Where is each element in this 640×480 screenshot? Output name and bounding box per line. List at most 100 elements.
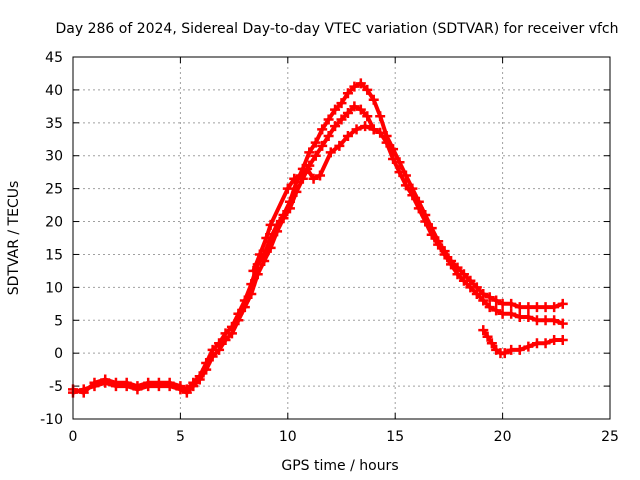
y-axis-label: SDTVAR / TECUs [6,181,22,296]
data-point [478,325,489,336]
x-axis-label: GPS time / hours [281,458,398,474]
data-point [143,381,154,392]
y-tick-label: 20 [45,215,63,231]
data-point [336,114,347,125]
data-point [368,124,379,135]
data-point [334,140,345,151]
data-point [362,111,373,122]
x-tick-label: 5 [176,429,185,445]
data-point [342,107,353,118]
y-tick-label: 0 [54,346,63,362]
x-tick-label: 15 [386,429,404,445]
data-point [514,344,525,355]
data-point [194,374,205,385]
y-tick-label: -10 [40,412,63,428]
data-point [381,137,392,148]
data-point [175,384,186,395]
data-point [336,98,347,109]
data-point [317,140,328,151]
data-point [549,335,560,346]
data-point [132,384,143,395]
y-tick-label: 45 [45,50,63,66]
data-point [226,328,237,339]
data-point [439,249,450,260]
data-point [482,331,493,342]
data-point [506,344,517,355]
data-point [514,302,525,313]
data-point [214,344,225,355]
data-point [342,88,353,99]
data-point [308,173,319,184]
x-tick-label: 25 [601,429,619,445]
data-point [446,259,457,270]
data-point [265,219,276,230]
data-point [349,101,360,112]
data-point [557,318,568,329]
data-point [523,311,534,322]
data-point [278,213,289,224]
x-tick-label: 10 [279,429,297,445]
data-point [355,104,366,115]
data-point [342,130,353,141]
data-point [310,137,321,148]
data-point [100,377,111,388]
y-tick-label: -5 [49,379,63,395]
data-point [325,147,336,158]
data-point [413,203,424,214]
data-point [407,190,418,201]
data-point [452,269,463,280]
data-point [484,292,495,303]
data-point [265,242,276,253]
data-point [375,127,386,138]
data-point [153,381,164,392]
data-point [272,226,283,237]
data-point [540,315,551,326]
data-point [491,295,502,306]
data-point [289,173,300,184]
data-point [121,381,132,392]
data-point [549,302,560,313]
data-point [531,302,542,313]
data-point [557,298,568,309]
data-points-layer [68,78,568,398]
data-point [201,364,212,375]
data-point [248,265,259,276]
data-point [323,114,334,125]
data-point [497,308,508,319]
data-point [540,302,551,313]
data-point [220,335,231,346]
data-point [420,216,431,227]
data-point [506,308,517,319]
data-point [254,249,265,260]
data-point [540,338,551,349]
data-point [471,288,482,299]
data-point [557,335,568,346]
data-point [388,154,399,165]
data-point [514,311,525,322]
series-trail [251,124,375,272]
data-point [400,180,411,191]
x-tick-label: 20 [494,429,512,445]
data-point [295,170,306,181]
data-point [284,203,295,214]
data-point [233,315,244,326]
data-point [315,170,326,181]
data-point [164,381,175,392]
data-point [246,288,257,299]
data-point [531,315,542,326]
data-point [188,381,199,392]
y-tick-label: 35 [45,116,63,132]
data-point [368,94,379,105]
data-point [317,124,328,135]
data-point [394,167,405,178]
data-point [458,275,469,286]
series-track-c [248,121,379,276]
data-point [484,302,495,313]
data-point [310,150,321,161]
data-point [110,381,121,392]
data-point [304,147,315,158]
data-point [282,183,293,194]
data-point [506,298,517,309]
data-point [360,121,371,132]
